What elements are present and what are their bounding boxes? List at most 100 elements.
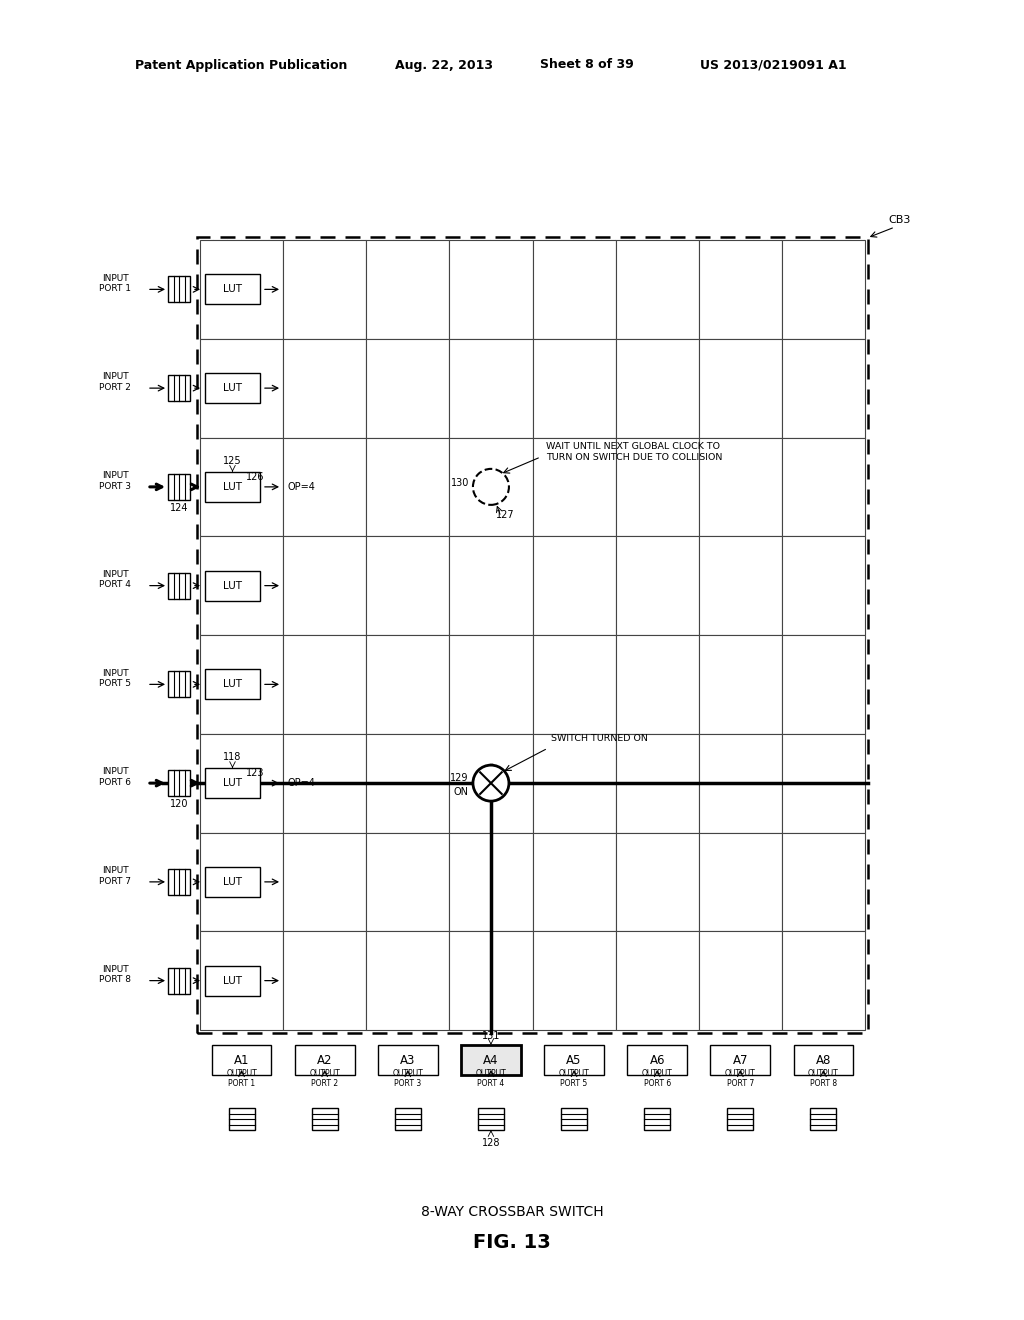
Bar [532, 931, 615, 1030]
Bar [450, 734, 532, 833]
Text: INPUT
PORT 3: INPUT PORT 3 [99, 471, 131, 491]
Bar [615, 931, 698, 1030]
Bar [200, 339, 283, 437]
Text: Aug. 22, 2013: Aug. 22, 2013 [395, 58, 493, 71]
Bar [782, 240, 865, 339]
Text: WAIT UNTIL NEXT GLOBAL CLOCK TO
TURN ON SWITCH DUE TO COLLISION: WAIT UNTIL NEXT GLOBAL CLOCK TO TURN ON … [546, 442, 722, 462]
Bar [615, 536, 698, 635]
Text: 124: 124 [170, 503, 188, 513]
Bar [228, 1107, 255, 1130]
Circle shape [473, 766, 509, 801]
Bar [205, 966, 260, 995]
Bar [367, 931, 450, 1030]
Bar [450, 339, 532, 437]
Bar [782, 635, 865, 734]
Text: INPUT
PORT 7: INPUT PORT 7 [99, 866, 131, 886]
Text: Patent Application Publication: Patent Application Publication [135, 58, 347, 71]
Bar [782, 437, 865, 536]
Bar [450, 536, 532, 635]
Bar [478, 1107, 504, 1130]
Text: LUT: LUT [223, 777, 242, 788]
Bar [200, 734, 283, 833]
Bar [615, 437, 698, 536]
Bar [295, 1045, 354, 1074]
Text: A5: A5 [566, 1053, 582, 1067]
Text: 127: 127 [496, 510, 515, 520]
Text: INPUT
PORT 8: INPUT PORT 8 [99, 965, 131, 985]
Text: OUTPUT
PORT 5: OUTPUT PORT 5 [559, 1069, 590, 1089]
Text: OUTPUT
PORT 1: OUTPUT PORT 1 [226, 1069, 257, 1089]
Bar [168, 869, 190, 895]
Bar [532, 437, 615, 536]
Bar [782, 734, 865, 833]
Bar [168, 276, 190, 302]
Bar [367, 437, 450, 536]
Bar [615, 635, 698, 734]
Bar [205, 669, 260, 700]
Bar [367, 536, 450, 635]
Bar [561, 1107, 587, 1130]
Bar [794, 1045, 853, 1074]
Text: LUT: LUT [223, 581, 242, 590]
Text: FIG. 13: FIG. 13 [473, 1233, 551, 1251]
Bar [727, 1107, 754, 1130]
Text: 120: 120 [170, 799, 188, 809]
Bar [615, 339, 698, 437]
Text: 118: 118 [223, 752, 242, 762]
Text: OP=4: OP=4 [288, 777, 315, 788]
Text: A8: A8 [816, 1053, 831, 1067]
Bar [698, 734, 782, 833]
Bar [782, 833, 865, 931]
Bar [367, 734, 450, 833]
Bar [168, 474, 190, 500]
Bar [395, 1107, 421, 1130]
Bar [168, 770, 190, 796]
Text: OUTPUT
PORT 6: OUTPUT PORT 6 [642, 1069, 673, 1089]
Bar [698, 931, 782, 1030]
Bar [168, 375, 190, 401]
Text: INPUT
PORT 4: INPUT PORT 4 [99, 570, 131, 589]
Bar [200, 833, 283, 931]
Bar [461, 1045, 521, 1074]
Bar [698, 635, 782, 734]
Text: ON: ON [454, 787, 469, 797]
Bar [367, 240, 450, 339]
Text: INPUT
PORT 2: INPUT PORT 2 [99, 372, 131, 392]
Text: 125: 125 [223, 455, 242, 466]
Text: OUTPUT
PORT 4: OUTPUT PORT 4 [475, 1069, 506, 1089]
Bar [698, 437, 782, 536]
Bar [200, 437, 283, 536]
Text: INPUT
PORT 1: INPUT PORT 1 [99, 273, 131, 293]
Text: A1: A1 [233, 1053, 249, 1067]
Bar [532, 833, 615, 931]
Text: A6: A6 [649, 1053, 665, 1067]
Text: LUT: LUT [223, 876, 242, 887]
Text: 126: 126 [246, 471, 264, 482]
Text: OUTPUT
PORT 8: OUTPUT PORT 8 [808, 1069, 839, 1089]
Text: CB3: CB3 [889, 215, 911, 224]
Bar [532, 536, 615, 635]
Bar [200, 536, 283, 635]
Text: A2: A2 [317, 1053, 333, 1067]
Bar [212, 1045, 271, 1074]
Bar [197, 238, 868, 1034]
Bar [450, 833, 532, 931]
Bar [205, 374, 260, 403]
Bar [698, 536, 782, 635]
Bar [200, 931, 283, 1030]
Bar [283, 734, 367, 833]
Text: INPUT
PORT 6: INPUT PORT 6 [99, 767, 131, 787]
Bar [450, 635, 532, 734]
Bar [311, 1107, 338, 1130]
Text: A4: A4 [483, 1053, 499, 1067]
Bar [200, 240, 283, 339]
Bar [450, 240, 532, 339]
Bar [615, 240, 698, 339]
Bar [378, 1045, 437, 1074]
Bar [628, 1045, 687, 1074]
Bar [205, 275, 260, 305]
Bar [450, 437, 532, 536]
Text: 123: 123 [246, 768, 264, 777]
Text: SWITCH TURNED ON: SWITCH TURNED ON [551, 734, 648, 743]
Text: 128: 128 [481, 1138, 500, 1148]
